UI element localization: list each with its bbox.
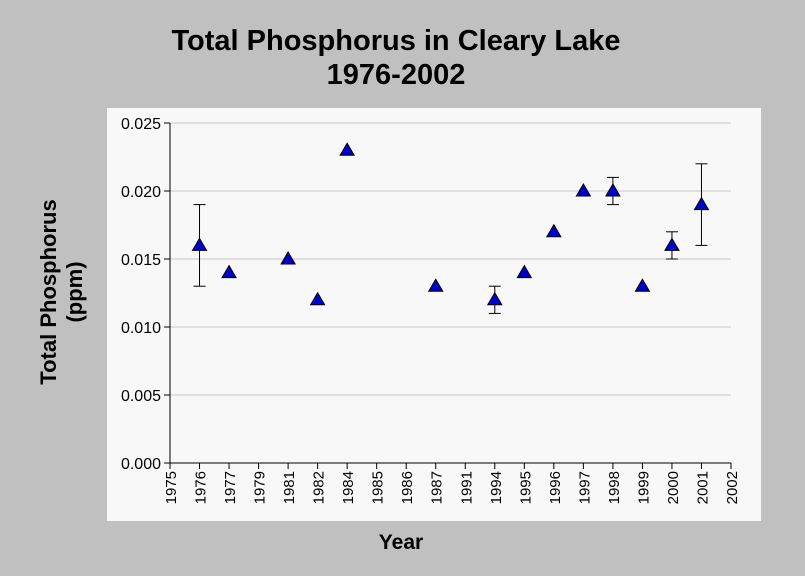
x-tick-label: 1981 <box>281 471 298 504</box>
x-tick-label: 1994 <box>488 471 505 504</box>
x-tick-label: 1997 <box>576 471 593 504</box>
x-tick-label: 1979 <box>252 471 269 504</box>
x-tick-label: 2001 <box>694 471 711 504</box>
x-tick-label: 1986 <box>399 471 416 504</box>
x-tick-label: 1996 <box>547 471 564 504</box>
data-point-1994 <box>486 291 503 306</box>
data-point-2000 <box>664 237 680 251</box>
x-tick-label: 1975 <box>163 471 180 504</box>
x-tick-label: 1976 <box>193 471 210 504</box>
y-tick-label: 0.020 <box>121 184 161 201</box>
x-tick-label: 1991 <box>458 471 475 504</box>
y-tick-label: 0.025 <box>121 116 161 133</box>
y-tick-label: 0.015 <box>121 252 161 269</box>
data-point-1982 <box>309 291 326 306</box>
data-point-1998 <box>605 183 621 197</box>
x-tick-label: 1984 <box>340 471 357 504</box>
y-tick-label: 0.010 <box>121 320 161 337</box>
x-ticks: 1975 1976 1977 1979 1981 1982 1984 1985 1986 1987… <box>163 463 741 504</box>
x-tick-label: 2000 <box>665 471 682 504</box>
data-point-1981 <box>280 251 296 265</box>
data-point-1984 <box>339 142 356 156</box>
data-point-1997 <box>575 183 592 197</box>
x-tick-label: 1995 <box>517 471 534 504</box>
data-point-1976 <box>191 237 208 251</box>
data-point-1977 <box>221 264 237 279</box>
x-tick-label: 1987 <box>429 471 446 504</box>
plot-background <box>107 108 761 521</box>
data-point-1987 <box>427 278 444 292</box>
x-tick-label: 1998 <box>606 471 623 504</box>
chart-subtitle: 1976-2002 <box>326 59 466 91</box>
axes <box>169 123 731 464</box>
data-point-2001 <box>693 196 710 211</box>
y-tick-label: 0.000 <box>121 456 161 473</box>
x-tick-label: 1985 <box>370 471 387 504</box>
chart-title: Total Phosphorus in Cleary Lake 1976-200… <box>0 24 792 92</box>
data-point-1995 <box>516 264 533 279</box>
x-tick-label: 1982 <box>311 471 328 504</box>
data-point-1996 <box>545 223 562 238</box>
grid-lines <box>170 122 731 396</box>
x-tick-label: 2002 <box>724 471 741 504</box>
data-markers <box>191 142 710 306</box>
x-tick-label: 1977 <box>222 471 239 504</box>
data-point-1999 <box>634 278 651 292</box>
x-axis-label: Year <box>378 531 424 554</box>
x-tick-label: 1999 <box>635 471 652 504</box>
y-tick-label: 0.005 <box>121 388 161 405</box>
y-ticks: 0.000 0.005 0.010 0.015 0.020 0.025 <box>121 116 170 473</box>
chart-title-line: Total Phosphorus in Cleary Lake <box>171 25 621 57</box>
